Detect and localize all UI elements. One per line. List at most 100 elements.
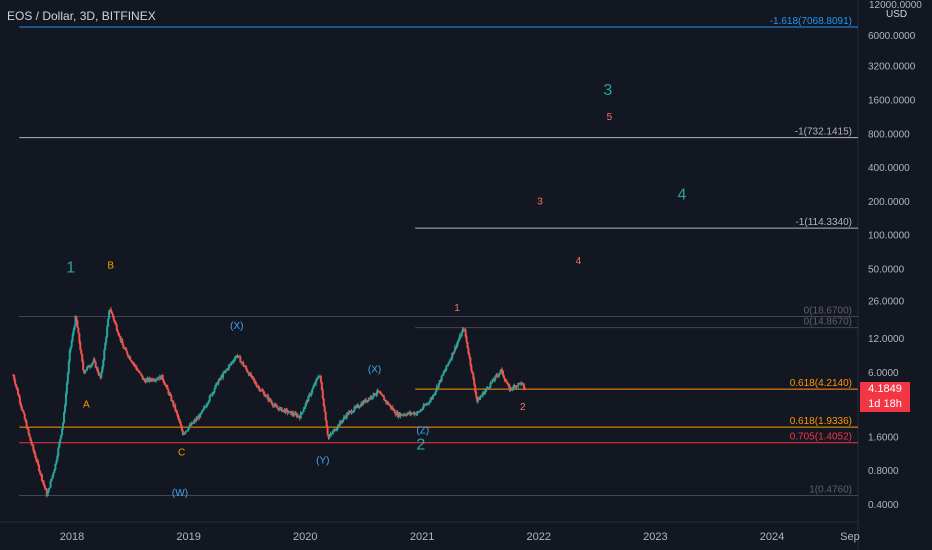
y-tick-label: 800.0000 [868, 129, 910, 140]
candle-body [206, 403, 209, 405]
candle-body [136, 369, 139, 371]
candle-body [242, 362, 245, 366]
candle-body [222, 372, 225, 378]
candle-body [214, 385, 217, 389]
candle-body [478, 397, 481, 400]
wave-label: (Z) [416, 425, 429, 436]
candle-body [13, 375, 16, 380]
candle-body [461, 329, 464, 332]
candle-body [447, 362, 450, 365]
candle-body [72, 329, 75, 335]
candle-body [23, 413, 26, 420]
wave-label: 2 [520, 402, 526, 413]
candle-body [456, 341, 459, 344]
fib-level-label: 1(0.4760) [809, 485, 852, 496]
wave-label: C [178, 448, 185, 459]
candle-body [383, 397, 386, 401]
candle-body [377, 390, 380, 392]
candle-body [374, 394, 377, 396]
candle-body [27, 428, 30, 434]
candle-body [63, 405, 66, 413]
candle-body [415, 413, 418, 415]
candle-body [107, 318, 110, 327]
candle-body [437, 383, 440, 388]
candle-body [347, 412, 350, 415]
candle-body [441, 374, 444, 376]
candle-body [182, 433, 185, 435]
candle-body [70, 340, 73, 347]
candle-body [106, 326, 109, 337]
candle-body [91, 362, 94, 364]
candle-body [251, 376, 254, 378]
candle-body [129, 356, 132, 360]
candle-body [84, 371, 87, 373]
candle-body [354, 407, 357, 409]
candle-body [501, 369, 504, 371]
candle-body [232, 361, 235, 363]
candle-body [358, 406, 361, 408]
candle-body [329, 433, 332, 436]
candle-body [501, 370, 504, 376]
candle-body [105, 336, 108, 343]
candle-body [77, 327, 80, 334]
candle-body [442, 372, 445, 375]
candle-body [190, 422, 193, 426]
candle-body [177, 414, 180, 418]
wave-label: 1 [454, 303, 460, 314]
candle-body [205, 404, 208, 407]
candle-body [26, 428, 29, 430]
candle-body [88, 366, 91, 368]
y-tick-label: 1.6000 [868, 432, 899, 443]
candle-body [280, 407, 283, 412]
candle-body [269, 398, 272, 401]
candle-body [37, 460, 40, 465]
candle-body [316, 378, 319, 380]
candle-body [112, 317, 115, 321]
candle-body [17, 394, 20, 398]
candle-body [385, 400, 388, 403]
candle-body [35, 457, 38, 461]
candle-body [208, 395, 211, 401]
candle-body [40, 474, 43, 481]
candle-body [167, 389, 170, 395]
candle-body [443, 371, 446, 373]
candle-body [49, 481, 52, 488]
candle-body [224, 370, 227, 372]
candle-body [271, 402, 273, 405]
candle-body [100, 372, 103, 378]
candle-body [252, 377, 255, 381]
candle-body [362, 401, 365, 406]
candle-body [351, 412, 354, 414]
candle-body [33, 450, 36, 454]
y-tick-label: 0.8000 [868, 466, 899, 477]
candle-body [305, 400, 308, 404]
candle-body [355, 405, 358, 408]
candle-body [80, 349, 83, 355]
candle-body [32, 445, 35, 451]
candle-body [324, 411, 327, 421]
candle-body [409, 412, 412, 414]
candle-body [87, 365, 90, 368]
candle-body [14, 379, 17, 385]
y-tick-label: 6000.0000 [868, 31, 916, 42]
candle-body [166, 386, 169, 390]
candle-body [448, 361, 451, 363]
symbol-title[interactable]: EOS / Dollar, 3D, BITFINEX [7, 9, 156, 23]
candle-body [420, 409, 423, 411]
wave-label: (X) [368, 365, 381, 376]
candle-body [200, 412, 203, 414]
candle-body [71, 334, 74, 341]
candle-body [185, 430, 188, 432]
candle-body [487, 387, 490, 389]
y-tick-label: 100.0000 [868, 231, 910, 242]
candle-body [195, 418, 198, 421]
candle-body [302, 409, 305, 412]
candle-body [278, 407, 281, 411]
candle-body [522, 383, 525, 385]
candle-body [505, 381, 508, 384]
candle-body [489, 382, 492, 387]
candle-body [15, 384, 18, 387]
candle-body [263, 392, 266, 396]
candle-body [319, 376, 322, 382]
